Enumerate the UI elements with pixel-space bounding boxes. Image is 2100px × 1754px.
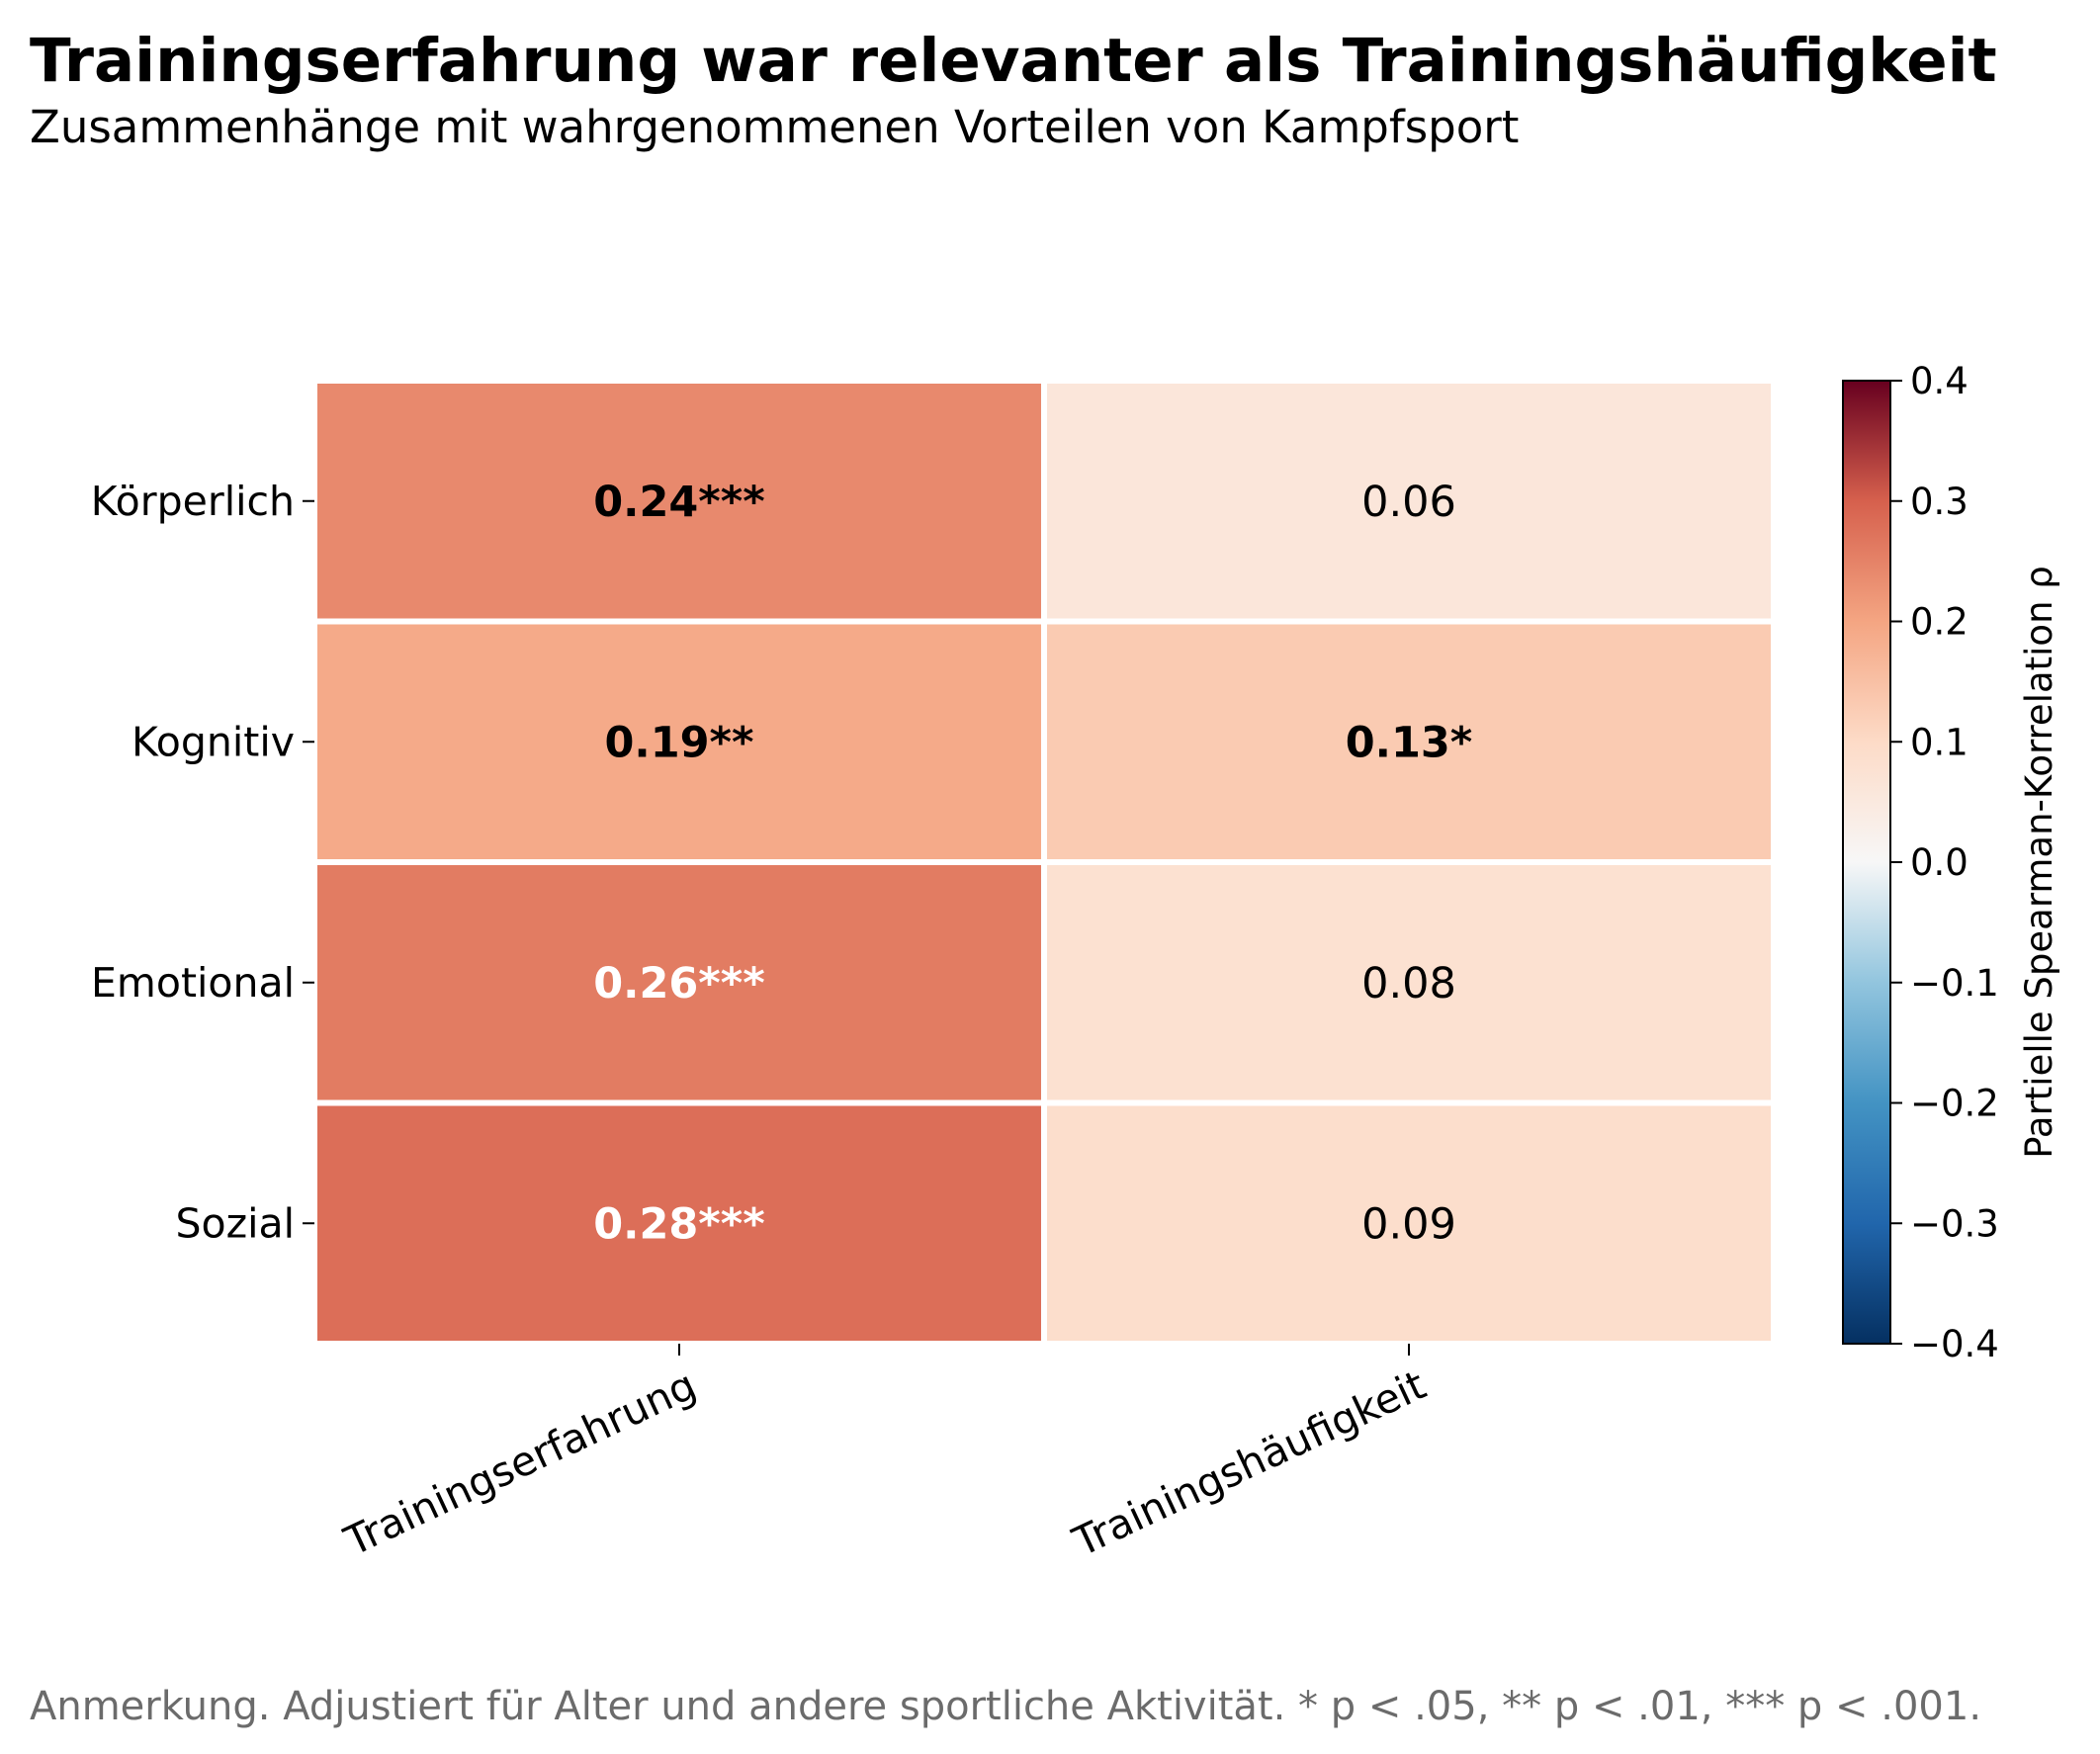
colorbar-tick-label: 0.2 xyxy=(1910,601,1969,644)
column-labels: Trainingserfahrung Trainingshäufigkeit xyxy=(337,1344,1433,1567)
cell-value-label: 0.13* xyxy=(1346,718,1473,767)
row-label: Sozial xyxy=(175,1199,295,1247)
cell-value-label: 0.08 xyxy=(1361,959,1456,1009)
colorbar-tick-label: −0.2 xyxy=(1910,1083,1999,1125)
heatmap-cell xyxy=(311,1099,1047,1347)
colorbar-tick-label: 0.1 xyxy=(1910,721,1969,763)
heatmap-cell xyxy=(1041,378,1777,625)
chart-subtitle: Zusammenhänge mit wahrgenommenen Vorteil… xyxy=(30,101,1520,153)
cell-value-label: 0.19** xyxy=(604,718,753,767)
colorbar-tick-label: −0.3 xyxy=(1910,1202,1999,1245)
cell-value-label: 0.28*** xyxy=(593,1199,765,1249)
cell-value-label: 0.24*** xyxy=(593,478,765,527)
chart-note: Anmerkung. Adjustiert für Alter und ande… xyxy=(30,1684,1982,1729)
column-label: Trainingserfahrung xyxy=(337,1361,704,1566)
colorbar-tick-label: 0.0 xyxy=(1910,841,1969,884)
chart-title: Trainingserfahrung war relevanter als Tr… xyxy=(30,26,1997,96)
colorbar-gradient xyxy=(1842,380,1891,1345)
heatmap-cell xyxy=(1041,1099,1777,1347)
heatmap-cell xyxy=(1041,859,1777,1106)
column-label: Trainingshäufigkeit xyxy=(1065,1361,1433,1567)
cell-value-label: 0.26*** xyxy=(593,959,765,1009)
row-label: Emotional xyxy=(91,959,295,1007)
row-labels: Körperlich Kognitiv Emotional Sozial xyxy=(91,478,314,1247)
heatmap-cells: 0.24*** 0.06 0.19** 0.13* 0.26*** 0.08 0.28***… xyxy=(311,378,1777,1347)
colorbar: 0.4 0.3 0.2 0.1 0.0 −0.1 −0.2 −0.3 −0.4 xyxy=(1842,360,1999,1365)
cell-value-label: 0.06 xyxy=(1361,478,1456,527)
colorbar-tick-label: −0.1 xyxy=(1910,962,1999,1005)
colorbar-tick-label: −0.4 xyxy=(1910,1323,1999,1365)
cell-value-label: 0.09 xyxy=(1361,1199,1456,1249)
heatmap-cell xyxy=(1041,618,1777,865)
row-label: Kognitiv xyxy=(131,718,295,765)
heatmap-cell xyxy=(311,859,1047,1106)
row-label: Körperlich xyxy=(91,478,295,525)
colorbar-tick-label: 0.3 xyxy=(1910,481,1969,523)
colorbar-tick-label: 0.4 xyxy=(1910,360,1969,402)
colorbar-label: Partielle Spearman-Korrelation ρ xyxy=(2018,566,2060,1159)
